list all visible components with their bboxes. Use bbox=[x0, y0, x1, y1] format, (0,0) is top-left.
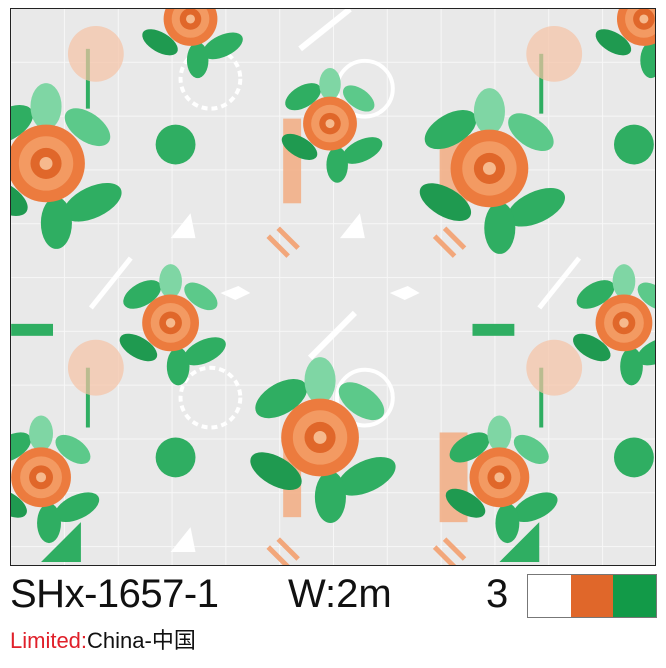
origin-value: China-中国 bbox=[87, 628, 196, 653]
swatch-orange bbox=[570, 575, 614, 617]
color-count: 3 bbox=[486, 572, 509, 616]
fabric-pattern-preview bbox=[10, 8, 656, 566]
origin: Limited:China-中国 bbox=[10, 623, 196, 655]
origin-label: Limited: bbox=[10, 628, 88, 653]
swatch-green bbox=[613, 575, 657, 617]
fabric-width: W:2m bbox=[288, 572, 392, 616]
product-code: SHx-1657-1 bbox=[10, 572, 219, 616]
swatch-white bbox=[528, 575, 571, 617]
color-swatches bbox=[527, 574, 657, 618]
